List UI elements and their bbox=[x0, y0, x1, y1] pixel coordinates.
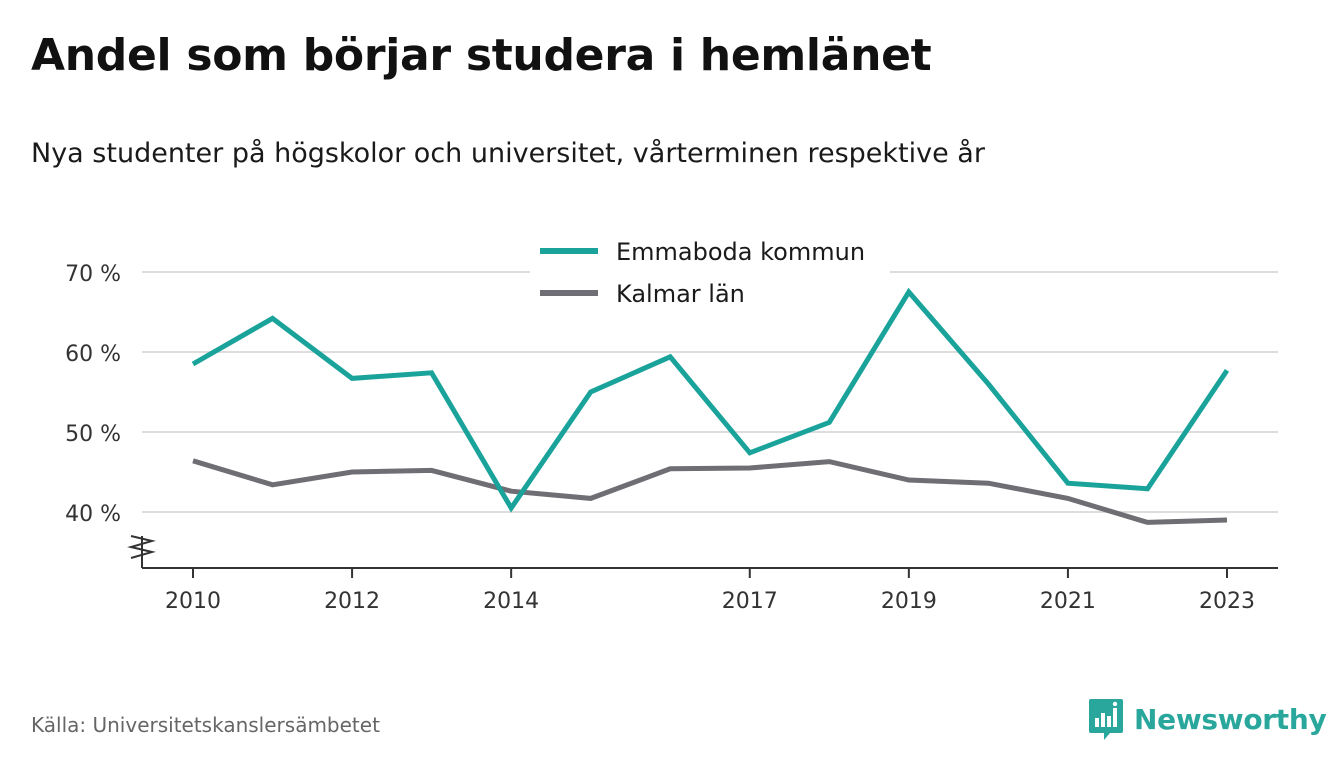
chart-subtitle: Nya studenter på högskolor och universit… bbox=[31, 138, 985, 169]
legend-label: Kalmar län bbox=[616, 280, 745, 308]
newsworthy-logo-icon bbox=[1089, 699, 1123, 740]
x-tick-label: 2014 bbox=[483, 589, 539, 614]
axes: 40 % 50 % 60 % 70 % 2010 2012 2014 2017 2019 2021… bbox=[65, 262, 1278, 614]
y-tick-label: 40 % bbox=[65, 502, 121, 527]
brand-name: Newsworthy bbox=[1134, 702, 1327, 736]
legend-label: Emmaboda kommun bbox=[616, 238, 865, 266]
y-tick-label: 60 % bbox=[65, 342, 121, 367]
line-chart: 40 % 50 % 60 % 70 % 2010 2012 2014 2017 2019 2021… bbox=[65, 232, 1278, 614]
series-line-emmaboda bbox=[191, 287, 1230, 513]
series-line-kalmar bbox=[192, 458, 1228, 525]
x-tick-label: 2021 bbox=[1040, 589, 1096, 614]
x-tick-label: 2010 bbox=[165, 589, 221, 614]
chart-title: Andel som börjar studera i hemlänet bbox=[31, 30, 932, 81]
x-tick-label: 2012 bbox=[324, 589, 380, 614]
brand-logo[interactable]: Newsworthy bbox=[1088, 697, 1327, 741]
legend: Emmaboda kommun Kalmar län bbox=[530, 232, 890, 312]
source-note: Källa: Universitetskanslersämbetet bbox=[31, 713, 380, 737]
series-lines bbox=[191, 287, 1230, 525]
x-tick-label: 2019 bbox=[881, 589, 937, 614]
legend-background bbox=[530, 232, 890, 312]
y-tick-label: 50 % bbox=[65, 422, 121, 447]
x-tick-label: 2017 bbox=[722, 589, 778, 614]
y-tick-label: 70 % bbox=[65, 262, 121, 287]
x-tick-label: 2023 bbox=[1199, 589, 1255, 614]
axis-break-mark bbox=[127, 535, 156, 559]
